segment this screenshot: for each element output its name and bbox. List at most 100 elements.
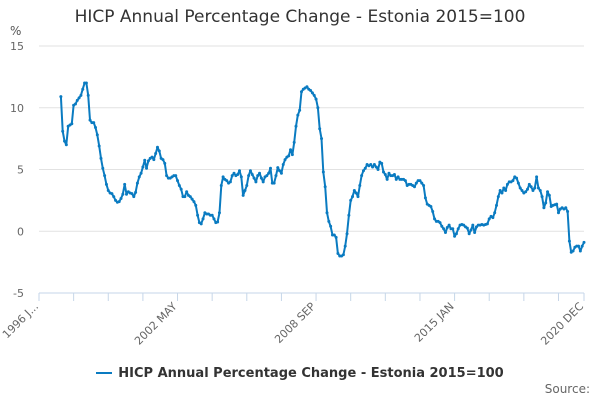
- data-point: [403, 179, 407, 183]
- data-point: [383, 172, 387, 176]
- data-point: [360, 174, 364, 178]
- data-point: [114, 198, 118, 202]
- data-point: [493, 211, 497, 215]
- data-point: [298, 108, 302, 112]
- data-point: [431, 209, 435, 213]
- data-point: [320, 137, 324, 141]
- data-point: [471, 223, 475, 227]
- data-point: [252, 176, 256, 180]
- data-point: [376, 168, 380, 171]
- data-point: [247, 174, 251, 178]
- data-point: [283, 158, 287, 162]
- data-point: [511, 179, 515, 183]
- data-point: [276, 166, 280, 170]
- data-point: [491, 216, 495, 220]
- data-point: [305, 85, 309, 89]
- data-point: [394, 177, 398, 181]
- data-point: [174, 174, 178, 178]
- data-point: [356, 195, 360, 199]
- data-point: [485, 222, 489, 226]
- data-point: [542, 206, 546, 210]
- data-point: [453, 234, 457, 238]
- data-point: [70, 122, 74, 126]
- data-point: [150, 155, 154, 159]
- data-point: [369, 163, 373, 167]
- data-point: [121, 192, 125, 196]
- data-point: [165, 174, 169, 178]
- data-point: [334, 235, 338, 239]
- data-point: [525, 187, 529, 191]
- data-point: [135, 181, 139, 185]
- data-point: [443, 230, 447, 234]
- data-point: [515, 176, 519, 180]
- data-point: [88, 118, 92, 122]
- x-tick-label: 1996 J...: [0, 300, 41, 341]
- y-tick-label: -5: [13, 287, 24, 300]
- data-point: [268, 166, 272, 170]
- data-point: [423, 196, 427, 200]
- data-point: [119, 197, 123, 201]
- data-point: [465, 226, 469, 230]
- data-point: [341, 253, 345, 257]
- data-point: [329, 224, 333, 228]
- data-point: [123, 182, 127, 186]
- data-point: [577, 244, 581, 248]
- data-point: [392, 172, 396, 176]
- data-point: [163, 161, 167, 165]
- data-point: [309, 88, 313, 92]
- data-point: [412, 185, 416, 189]
- data-point: [505, 182, 509, 186]
- data-point: [538, 188, 542, 192]
- data-point: [63, 139, 67, 143]
- data-point: [351, 195, 355, 199]
- data-point: [278, 169, 282, 173]
- data-point: [236, 172, 240, 176]
- data-point: [192, 200, 196, 204]
- data-point: [250, 172, 254, 176]
- data-point: [531, 188, 535, 192]
- data-point: [345, 232, 349, 236]
- data-point: [352, 188, 356, 192]
- data-point: [567, 239, 571, 243]
- data-point: [547, 193, 551, 197]
- data-point: [92, 121, 96, 125]
- data-point: [201, 217, 205, 221]
- data-point: [110, 192, 114, 196]
- data-point: [104, 182, 108, 186]
- data-point: [177, 184, 181, 188]
- data-point: [161, 158, 165, 162]
- data-point: [267, 171, 271, 175]
- legend-swatch: [96, 371, 113, 374]
- data-point: [325, 211, 329, 215]
- data-point: [381, 170, 385, 174]
- data-point: [258, 171, 262, 175]
- data-point: [571, 249, 575, 253]
- data-point: [99, 156, 103, 160]
- data-point: [194, 203, 198, 207]
- data-point: [312, 93, 316, 97]
- x-tick-label: 2002 MAY: [132, 300, 180, 348]
- data-point: [454, 232, 458, 236]
- data-point: [516, 181, 520, 185]
- data-point: [504, 188, 508, 192]
- data-point: [578, 249, 582, 253]
- data-point: [442, 227, 446, 231]
- data-point: [183, 195, 187, 199]
- data-point: [380, 161, 384, 165]
- data-point: [212, 217, 216, 221]
- data-point: [440, 224, 444, 228]
- data-point: [495, 203, 499, 207]
- data-point: [221, 175, 225, 179]
- data-point: [535, 175, 539, 179]
- data-point: [556, 211, 560, 215]
- data-point: [290, 153, 294, 157]
- data-point: [536, 186, 540, 190]
- legend-item[interactable]: HICP Annual Percentage Change - Estonia …: [0, 366, 600, 381]
- data-point: [230, 174, 234, 178]
- data-point: [134, 190, 138, 194]
- data-point: [217, 211, 221, 215]
- data-point: [265, 174, 269, 178]
- data-point: [274, 174, 278, 178]
- data-point: [86, 93, 90, 97]
